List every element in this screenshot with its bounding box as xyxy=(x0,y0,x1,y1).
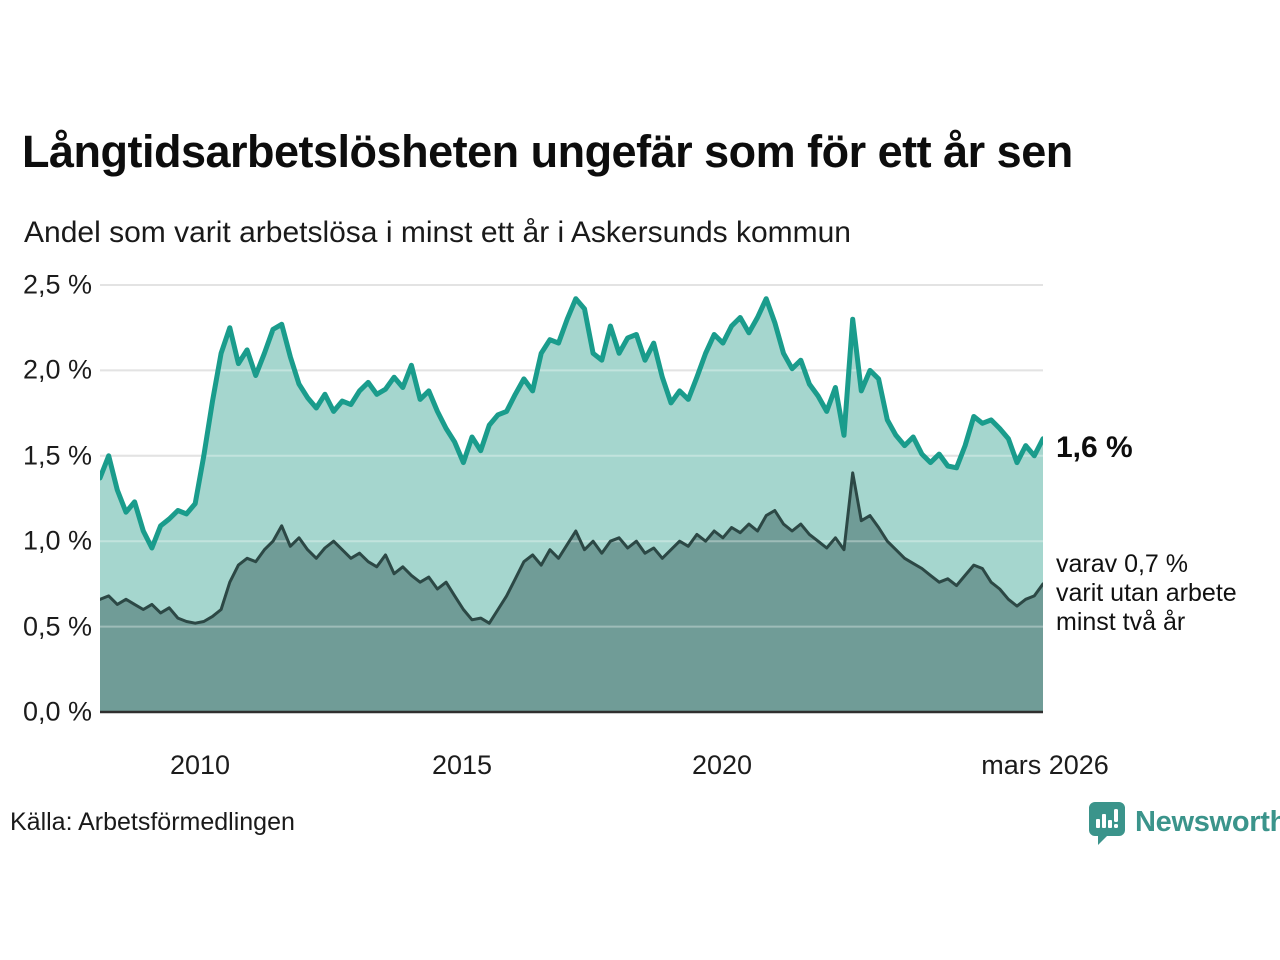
y-tick-label: 0,0 % xyxy=(22,696,92,727)
y-tick-label: 1,5 % xyxy=(22,440,92,471)
x-tick-label: 2020 xyxy=(691,750,753,780)
y-tick-label: 0,5 % xyxy=(22,611,92,642)
sub-annotation-line: varit utan arbete xyxy=(1056,579,1237,607)
sub-annotation-line: minst två år xyxy=(1056,608,1186,636)
y-tick-label: 2,0 % xyxy=(22,354,92,385)
unemployment-area-chart xyxy=(97,283,1046,714)
y-tick-label: 1,0 % xyxy=(22,525,92,556)
chart-subtitle: Andel som varit arbetslösa i minst ett å… xyxy=(24,216,851,249)
latest-value-annotation: 1,6 % xyxy=(1056,431,1133,464)
chart-title: Långtidsarbetslösheten ungefär som för e… xyxy=(22,126,1073,177)
x-tick-label: mars 2026 xyxy=(981,750,1109,780)
sub-annotation-line: varav 0,7 % xyxy=(1056,550,1189,578)
newsworthy-logo-text: Newsworthy xyxy=(1135,806,1280,838)
sub-annotation: varav 0,7 % varit utan arbete minst två … xyxy=(1056,550,1237,637)
chart-plot-svg xyxy=(97,284,1046,714)
source-credit: Källa: Arbetsförmedlingen xyxy=(10,808,295,836)
newsworthy-logo: Newsworthy xyxy=(1088,801,1280,845)
x-tick-label: 2015 xyxy=(431,750,493,780)
y-tick-label: 2,5 % xyxy=(22,269,92,300)
newsworthy-logo-icon xyxy=(1089,802,1125,845)
x-tick-label: 2010 xyxy=(169,750,231,780)
